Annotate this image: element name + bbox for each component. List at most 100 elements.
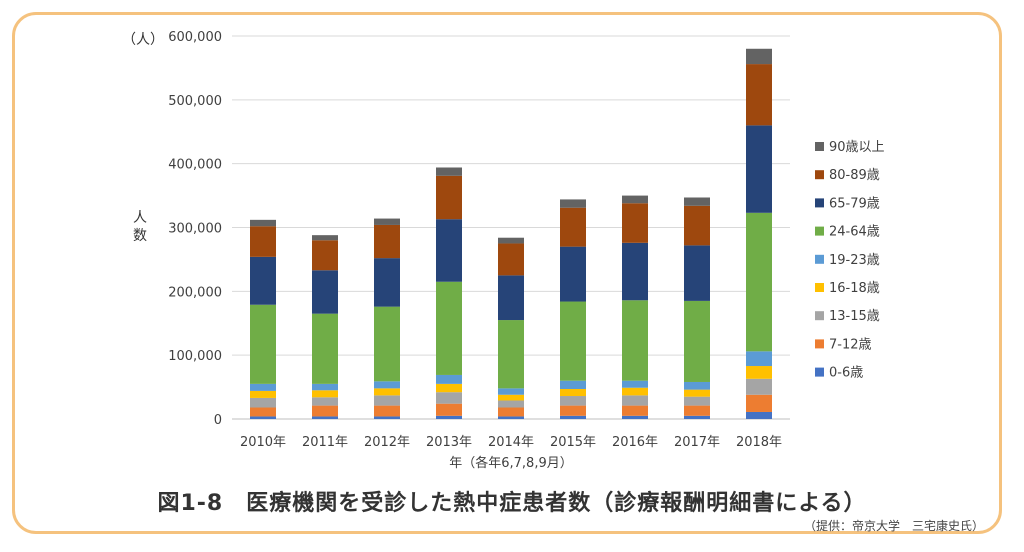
bar-segment xyxy=(746,125,772,213)
bar-segment xyxy=(374,388,400,396)
bar-segment xyxy=(374,416,400,419)
legend-label: 7-12歳 xyxy=(829,337,872,352)
bar-segment xyxy=(560,207,586,247)
bar-segment xyxy=(622,395,648,406)
bar-segment xyxy=(746,64,772,126)
y-tick-label: 200,000 xyxy=(168,285,222,300)
bar-segment xyxy=(684,405,710,416)
bar-segment xyxy=(250,256,276,305)
bar-segment xyxy=(436,392,462,404)
y-axis-label: 数 xyxy=(133,228,147,244)
bar-segment xyxy=(436,374,462,384)
figure-title: 図1-8 医療機関を受診した熱中症患者数（診療報酬明細書による） xyxy=(157,491,867,516)
bar-segment xyxy=(312,397,338,406)
bar-segment xyxy=(746,411,772,419)
bar-segment xyxy=(746,366,772,379)
bar-segment xyxy=(374,258,400,307)
bar-segment xyxy=(684,396,710,406)
bar-segment xyxy=(684,197,710,206)
legend-label: 19-23歳 xyxy=(829,253,880,268)
bar-segment xyxy=(374,218,400,225)
y-tick-label: 500,000 xyxy=(168,94,222,109)
x-tick-label: 2016年 xyxy=(612,435,658,450)
x-tick-label: 2012年 xyxy=(364,435,410,450)
bar-segment xyxy=(560,396,586,406)
bar-segment xyxy=(250,219,276,227)
bar-segment xyxy=(622,242,648,301)
bar-segment xyxy=(312,405,338,417)
bar-segment xyxy=(374,395,400,406)
legend-swatch xyxy=(815,226,824,236)
bar-segment xyxy=(250,407,276,417)
legend-swatch xyxy=(815,311,824,321)
bar-segment xyxy=(684,389,710,397)
legend-label: 16-18歳 xyxy=(829,281,880,296)
legend-swatch xyxy=(815,142,824,151)
y-axis-unit: （人） xyxy=(122,32,164,48)
bar-segment xyxy=(436,403,462,416)
bar-segment xyxy=(560,301,586,381)
bar-segment xyxy=(684,205,710,246)
bar-segment xyxy=(312,235,338,241)
x-tick-label: 2014年 xyxy=(488,435,534,450)
bar-segment xyxy=(250,226,276,257)
bar-segment xyxy=(498,320,524,389)
bar-segment xyxy=(560,388,586,397)
bar-segment xyxy=(560,246,586,302)
bar-segment xyxy=(250,397,276,408)
bar-segment xyxy=(498,388,524,395)
bar-segment xyxy=(622,203,648,243)
legend-label: 65-79歳 xyxy=(829,196,880,211)
bar-segment xyxy=(250,390,276,398)
bar-segment xyxy=(560,380,586,389)
bar-segment xyxy=(622,405,648,416)
bar-segment xyxy=(622,387,648,396)
legend-label: 13-15歳 xyxy=(829,309,880,324)
bar-segment xyxy=(560,415,586,419)
legend-label: 80-89歳 xyxy=(829,168,880,183)
bar-segment xyxy=(374,306,400,382)
bar-segment xyxy=(746,212,772,352)
legend-label: 0-6歳 xyxy=(829,366,863,381)
legend-swatch xyxy=(815,254,824,264)
bar-segment xyxy=(746,351,772,367)
x-tick-label: 2018年 xyxy=(736,435,782,450)
bar-segment xyxy=(498,407,524,417)
x-tick-label: 2010年 xyxy=(240,435,286,450)
bar-segment xyxy=(312,383,338,391)
bar-segment xyxy=(622,300,648,381)
bar-segment xyxy=(374,405,400,417)
bar-segment xyxy=(498,275,524,321)
bar-segment xyxy=(250,304,276,384)
bar-segment xyxy=(560,199,586,208)
bar-segment xyxy=(746,394,772,412)
legend-label: 90歳以上 xyxy=(829,140,885,155)
bar-segment xyxy=(684,415,710,419)
legend-swatch xyxy=(815,170,824,180)
y-tick-label: 0 xyxy=(214,413,222,428)
bar-segment xyxy=(498,237,524,244)
x-tick-label: 2015年 xyxy=(550,435,596,450)
bar-segment xyxy=(436,219,462,282)
bar-segment xyxy=(436,167,462,176)
bar-segment xyxy=(498,400,524,408)
legend-swatch xyxy=(815,367,824,377)
x-tick-label: 2011年 xyxy=(302,435,348,450)
y-tick-label: 400,000 xyxy=(168,158,222,173)
bar-segment xyxy=(622,380,648,388)
legend: 90歳以上 80-89歳 65-79歳 24-64歳 19-23歳 16-18歳 13-15… xyxy=(815,140,885,381)
axes: 0 100,000 200,000 300,000 400,000 500,000 600,… xyxy=(133,30,782,471)
bar-segment xyxy=(436,383,462,393)
bar-segment xyxy=(498,416,524,419)
legend-label: 24-64歳 xyxy=(829,225,880,240)
bar-segment xyxy=(684,381,710,390)
bar-segment xyxy=(436,281,462,375)
figure-credit: （提供：帝京大学 三宅康史氏） xyxy=(803,519,984,533)
bar-segment xyxy=(436,415,462,419)
bar-segment xyxy=(312,270,338,314)
bar-segment xyxy=(374,381,400,389)
bar-segment xyxy=(250,416,276,419)
legend-swatch xyxy=(815,198,824,208)
bar-segment xyxy=(746,48,772,65)
y-tick-label: 100,000 xyxy=(168,349,222,364)
